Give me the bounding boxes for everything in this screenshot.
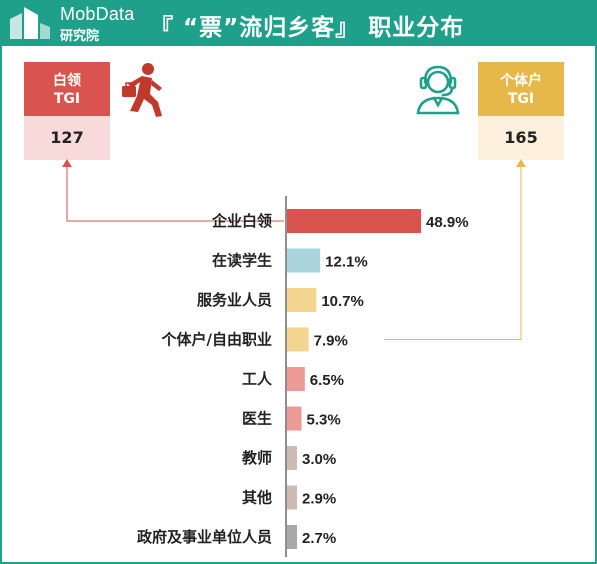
bar <box>287 209 421 233</box>
businessman-running-icon <box>122 63 162 117</box>
value-label: 5.3% <box>307 412 341 429</box>
tgi-left-label: 白领 <box>53 73 81 89</box>
logo-text: MobData <box>60 4 135 24</box>
value-label: 3.0% <box>302 451 336 468</box>
bar <box>287 327 309 352</box>
bar <box>287 485 297 510</box>
connector-arrow-self-employed <box>516 159 526 167</box>
bar <box>287 367 305 391</box>
tgi-left-sublabel: TGI <box>53 91 81 107</box>
value-label: 2.9% <box>302 491 336 508</box>
value-label: 12.1% <box>325 254 368 271</box>
bar <box>287 288 317 312</box>
headset-agent-icon <box>416 65 460 115</box>
bar <box>287 525 297 549</box>
tgi-right-value: 165 <box>478 116 564 160</box>
page-title: 『 “票”流归乡客』 职业分布 <box>150 15 465 41</box>
header-bar: MobData 研究院 『 “票”流归乡客』 职业分布 <box>0 0 597 46</box>
value-label: 48.9% <box>426 214 469 231</box>
tgi-left-header: 白领 TGI <box>24 62 110 118</box>
value-label: 10.7% <box>321 293 364 310</box>
logo-subtext: 研究院 <box>60 29 100 44</box>
connector-arrow-white-collar <box>62 159 72 167</box>
bar <box>287 248 321 273</box>
mobdata-logo-icon <box>10 7 50 39</box>
bar <box>287 406 302 431</box>
value-label: 2.7% <box>302 530 336 547</box>
connector-line-white-collar <box>66 161 284 222</box>
category-label: 在读学生 <box>212 252 272 270</box>
category-label: 其他 <box>242 489 272 507</box>
value-label: 7.9% <box>314 333 348 350</box>
value-label: 6.5% <box>310 372 344 389</box>
category-label: 服务业人员 <box>197 291 272 309</box>
connector-line-self-employed <box>384 161 522 340</box>
tgi-right-sublabel: TGI <box>507 91 535 107</box>
category-label: 企业白领 <box>211 212 272 230</box>
category-label: 教师 <box>241 449 272 467</box>
category-label: 个体户/自由职业 <box>161 331 272 349</box>
tgi-right-header: 个体户 TGI <box>478 62 564 118</box>
category-label: 政府及事业单位人员 <box>137 528 272 546</box>
bar <box>287 446 297 470</box>
category-label: 医生 <box>242 410 272 428</box>
tgi-left-value: 127 <box>24 116 110 160</box>
category-label: 工人 <box>242 370 273 388</box>
tgi-right-label: 个体户 <box>500 73 542 89</box>
